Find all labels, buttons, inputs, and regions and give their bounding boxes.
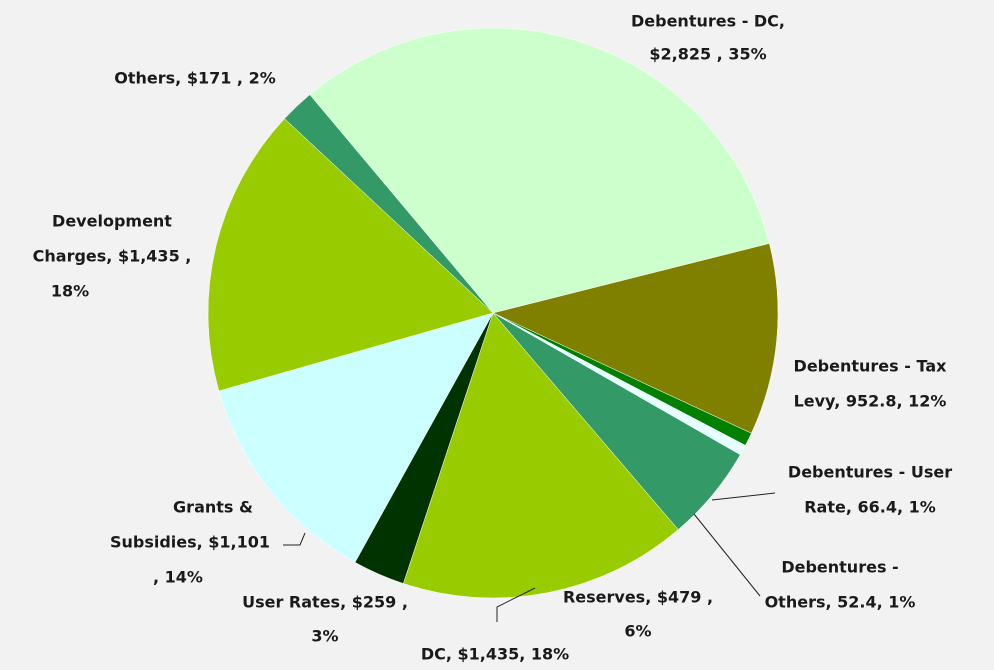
leader-line — [693, 513, 761, 597]
data-label: User Rates, $259 , — [242, 593, 408, 612]
labels: Debentures - DC, $2,825 , 35% Debentures -… — [33, 12, 953, 664]
slice — [492, 243, 779, 434]
slice — [207, 118, 494, 392]
data-label: 6% — [624, 622, 651, 641]
pie — [207, 27, 779, 599]
data-label: Rate, 66.4, 1% — [804, 498, 936, 517]
data-label: Development — [52, 212, 172, 231]
data-label: Grants & — [173, 498, 253, 517]
leader-line — [711, 492, 776, 501]
data-label: DC, $1,435, 18% — [421, 645, 569, 664]
data-label: , 14% — [153, 568, 203, 587]
leader-line — [283, 532, 306, 546]
data-label: Debentures - Tax — [794, 357, 948, 376]
data-label: $2,825 , 35% — [649, 45, 766, 64]
slice — [218, 312, 494, 563]
data-label: Debentures - DC, — [631, 12, 785, 31]
data-label: Subsidies, $1,101 — [110, 533, 270, 552]
data-label: Charges, $1,435 , — [33, 247, 192, 266]
data-label: Others, 52.4, 1% — [765, 593, 916, 612]
slice — [284, 94, 494, 314]
slice — [309, 27, 770, 314]
data-label: 18% — [51, 282, 89, 301]
data-label: Debentures - — [781, 558, 898, 577]
data-label: Levy, 952.8, 12% — [794, 392, 947, 411]
data-label: Reserves, $479 , — [563, 588, 713, 607]
data-label: Debentures - User — [788, 463, 952, 482]
slice — [403, 312, 679, 599]
data-label: Others, $171 , 2% — [114, 69, 275, 88]
data-label: 3% — [311, 627, 338, 646]
leader-line — [496, 587, 536, 622]
